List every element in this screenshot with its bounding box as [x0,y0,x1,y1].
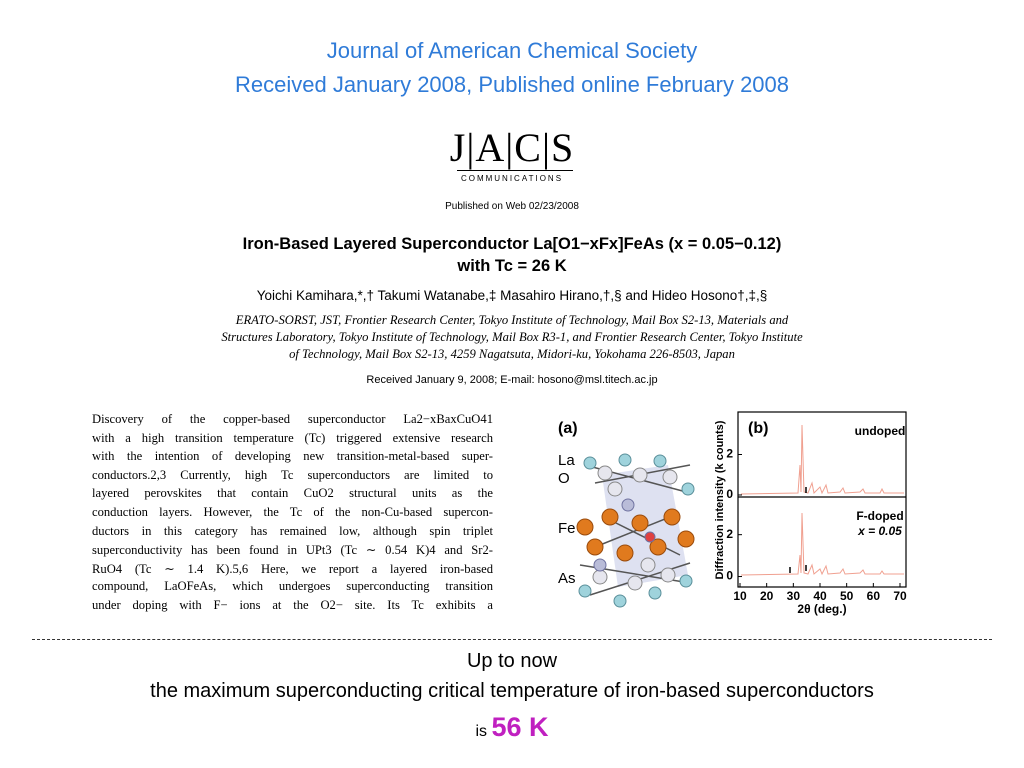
affiliation: ERATO-SORST, JST, Frontier Research Cent… [235,313,789,327]
affiliation: of Technology, Mail Box S2-13, 4259 Naga… [289,347,735,361]
plot-frame [737,411,907,588]
diffraction-trace [740,512,904,576]
received: Received January 9, 2008; E-mail: hosono… [366,374,658,386]
authors: Yoichi Kamihara,*,† Takumi Watanabe,‡ Ma… [256,288,768,303]
body-line: compound, LaOFeAs, which undergoes super… [92,579,493,594]
x-tick-label: 20 [760,589,774,603]
journal-name: Journal of American Chemical Society [326,38,698,63]
footer-line: the maximum superconducting critical tem… [150,680,874,702]
y-tick-label: 0 [726,487,733,501]
crystal-structure: (a) La O Fe As [558,420,695,608]
body-line: layered perovskites that contain CuO2 st… [92,486,493,501]
paper-title: with Tc = 26 K [457,257,567,275]
x-tick-label: 70 [893,589,907,603]
separator [32,639,992,640]
atom-label: O [558,470,570,487]
atom-label: La [558,452,575,469]
y-tick-label: 2 [726,527,733,541]
logo-rule [457,170,573,171]
x-tick-label: 40 [813,589,827,603]
x-tick-label: 60 [867,589,881,603]
atom-label: Fe [558,520,576,537]
body-line: conductors.2,3 Currently, high Tc superc… [92,467,493,482]
affiliation: Structures Laboratory, Tokyo Institute o… [221,330,803,344]
x-tick-label: 50 [840,589,854,603]
lanthanum-atoms [592,465,678,591]
highlight-value: 56 K [491,712,549,742]
footer-conclusion: is 56 K [0,712,1024,743]
iron-atoms [576,508,695,562]
panel-label: (a) [558,420,578,437]
figure: (a) La O Fe As [558,411,907,616]
oxygen-atoms [578,453,695,608]
footer-line: Up to now [466,650,558,672]
panel-annotation: x = 0.05 [857,524,902,538]
arsenic-atoms [593,498,656,572]
x-tick-label: 10 [733,589,747,603]
panel-annotation: undoped [855,424,906,438]
body-line: conduction layers. However, the Tc of th… [92,505,493,519]
y-tick-label: 0 [726,569,733,583]
body-line: with a high transition temperature (Tc) … [92,430,493,445]
logo-sub: COMMUNICATIONS [460,174,564,183]
body-line: with the intention of developing new tra… [92,449,493,464]
panel-annotation: F-doped [856,509,903,523]
dates: Received January 2008, Published online … [234,72,790,97]
body-line: superconductivity has been found in UPt3… [92,543,493,558]
paper-title: Iron-Based Layered Superconductor La[O1−… [242,235,782,253]
body-line: ductors in this category has remained lo… [92,523,493,538]
panel-label: (b) [748,420,768,437]
x-tick-label: 30 [787,589,801,603]
y-tick-label: 2 [726,447,733,461]
body-line: RuO4 (Tc ∼ 1.4 K).5,6 Here, we report a … [92,561,493,576]
y-axis-label: Diffraction intensity (k counts) [714,420,726,579]
published: Published on Web 02/23/2008 [445,201,579,212]
body-line: Discovery of the copper-based supercondu… [92,412,493,426]
footer-prefix: is [475,723,488,740]
body-line: under doping with F− ions at the O2− sit… [92,598,493,612]
diffraction-trace [740,424,904,495]
x-axis-label: 2θ (deg.) [797,602,846,616]
logo: J|A|C|S [449,125,575,170]
atom-label: As [558,570,576,587]
